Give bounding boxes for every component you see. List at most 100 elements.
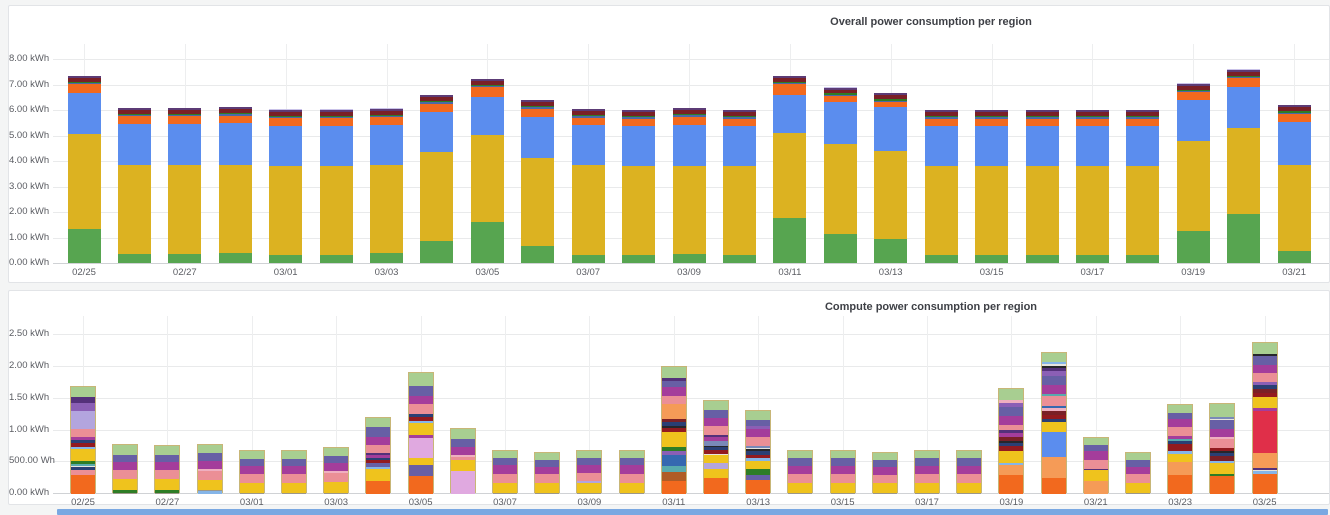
bar-segment[interactable] <box>746 419 771 426</box>
bar-segment[interactable] <box>521 102 555 107</box>
bar-segment[interactable] <box>168 115 202 117</box>
bar-segment[interactable] <box>521 246 555 263</box>
bar-segment[interactable] <box>672 110 706 115</box>
bar-segment[interactable] <box>1041 365 1066 368</box>
bar-segment[interactable] <box>155 446 180 456</box>
bar-segment[interactable] <box>1126 492 1150 494</box>
bar-03/03[interactable] <box>370 108 403 263</box>
bar-segment[interactable] <box>571 125 605 166</box>
bar-segment[interactable] <box>999 474 1024 494</box>
bar-segment[interactable] <box>168 116 202 125</box>
bar-03/11[interactable] <box>773 75 807 263</box>
bar-segment[interactable] <box>661 395 686 404</box>
bar-segment[interactable] <box>1210 448 1235 451</box>
bar-segment[interactable] <box>1277 111 1311 113</box>
bar-segment[interactable] <box>370 124 403 165</box>
bar-03/04[interactable] <box>365 416 392 494</box>
bar-segment[interactable] <box>704 400 728 411</box>
bar-03/11[interactable] <box>660 366 687 494</box>
bar-segment[interactable] <box>67 134 101 229</box>
bar-segment[interactable] <box>746 469 771 476</box>
bar-segment[interactable] <box>672 116 706 125</box>
bar-03/07[interactable] <box>492 449 518 494</box>
bar-segment[interactable] <box>366 463 391 467</box>
bar-segment[interactable] <box>1210 419 1235 421</box>
bar-segment[interactable] <box>535 452 560 460</box>
bar-segment[interactable] <box>1227 75 1261 77</box>
bar-03/02[interactable] <box>281 449 307 494</box>
bar-segment[interactable] <box>773 81 807 84</box>
bar-segment[interactable] <box>370 108 403 109</box>
bar-segment[interactable] <box>577 492 602 494</box>
bar-segment[interactable] <box>408 413 433 418</box>
bar-segment[interactable] <box>823 87 857 90</box>
bar-segment[interactable] <box>1075 255 1109 263</box>
bar-segment[interactable] <box>661 426 686 428</box>
bar-segment[interactable] <box>577 473 602 482</box>
bar-segment[interactable] <box>282 459 306 467</box>
bar-segment[interactable] <box>661 481 686 494</box>
bar-segment[interactable] <box>493 492 517 494</box>
bar-02/26[interactable] <box>117 107 151 264</box>
bar-segment[interactable] <box>408 476 433 494</box>
bar-segment[interactable] <box>366 436 391 446</box>
bar-segment[interactable] <box>999 403 1024 407</box>
bar-segment[interactable] <box>1176 83 1210 84</box>
bar-segment[interactable] <box>915 450 939 459</box>
bar-segment[interactable] <box>1277 251 1311 263</box>
bar-segment[interactable] <box>661 422 686 426</box>
bar-segment[interactable] <box>874 101 908 108</box>
bar-segment[interactable] <box>1252 452 1277 468</box>
bar-segment[interactable] <box>324 447 349 456</box>
bar-segment[interactable] <box>1252 356 1277 366</box>
bar-segment[interactable] <box>672 124 706 166</box>
bar-segment[interactable] <box>370 117 403 125</box>
bar-segment[interactable] <box>999 465 1024 475</box>
bar-segment[interactable] <box>420 112 454 152</box>
bar-03/14[interactable] <box>924 109 958 263</box>
bar-segment[interactable] <box>1168 419 1193 428</box>
bar-segment[interactable] <box>1126 166 1160 256</box>
bar-segment[interactable] <box>999 450 1024 464</box>
bar-03/01[interactable] <box>269 109 303 263</box>
bar-segment[interactable] <box>113 454 138 463</box>
bar-segment[interactable] <box>1168 438 1193 442</box>
bar-segment[interactable] <box>1227 86 1261 128</box>
bar-segment[interactable] <box>1025 117 1059 119</box>
bar-segment[interactable] <box>493 465 517 474</box>
bar-03/24[interactable] <box>1209 402 1236 494</box>
bar-03/16[interactable] <box>871 451 898 494</box>
bar-segment[interactable] <box>975 110 1009 113</box>
bar-segment[interactable] <box>1168 436 1193 439</box>
bar-segment[interactable] <box>874 95 908 100</box>
bar-segment[interactable] <box>1277 107 1311 112</box>
bar-segment[interactable] <box>924 118 958 127</box>
bar-03/04[interactable] <box>420 94 454 263</box>
bar-segment[interactable] <box>71 410 95 429</box>
bar-segment[interactable] <box>704 455 728 464</box>
bar-segment[interactable] <box>571 117 605 126</box>
bar-segment[interactable] <box>319 116 353 119</box>
bar-segment[interactable] <box>269 165 303 255</box>
bar-segment[interactable] <box>1176 85 1210 90</box>
bar-segment[interactable] <box>1252 408 1277 411</box>
bar-segment[interactable] <box>71 446 95 449</box>
bar-segment[interactable] <box>924 117 958 119</box>
bar-segment[interactable] <box>470 79 504 82</box>
bar-segment[interactable] <box>1168 474 1193 494</box>
bar-segment[interactable] <box>67 228 101 263</box>
bar-segment[interactable] <box>619 458 644 466</box>
bar-segment[interactable] <box>366 457 391 461</box>
bar-segment[interactable] <box>535 474 560 484</box>
bar-segment[interactable] <box>975 118 1009 127</box>
bar-segment[interactable] <box>1025 126 1059 167</box>
bar-segment[interactable] <box>1126 109 1160 111</box>
bar-segment[interactable] <box>999 389 1024 400</box>
bar-segment[interactable] <box>1041 422 1066 432</box>
bar-segment[interactable] <box>975 116 1009 118</box>
bar-segment[interactable] <box>746 411 771 420</box>
bar-segment[interactable] <box>218 113 252 115</box>
bar-segment[interactable] <box>408 464 433 477</box>
bar-segment[interactable] <box>535 492 560 494</box>
bar-segment[interactable] <box>746 446 771 449</box>
